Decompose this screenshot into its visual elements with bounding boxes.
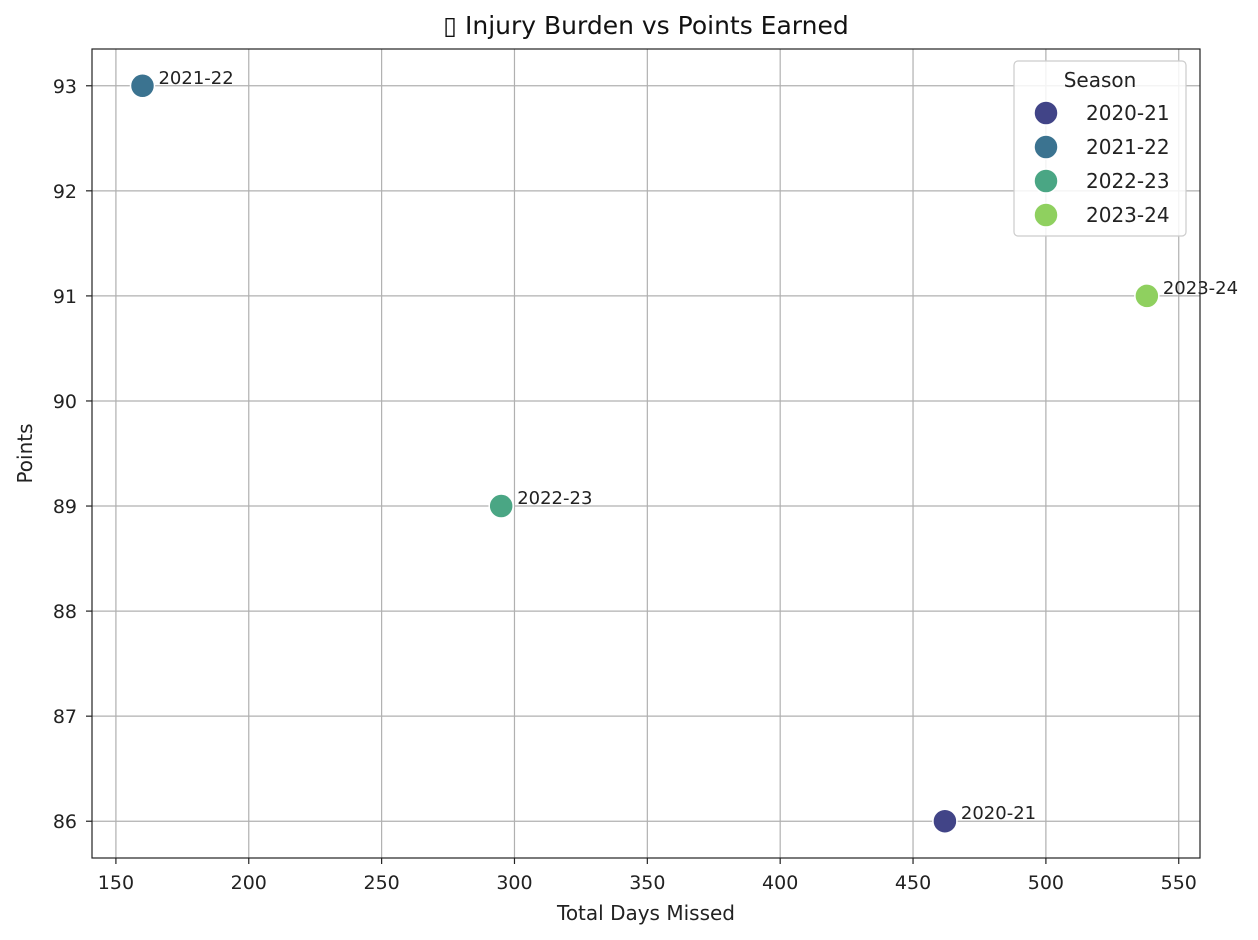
data-point-label: 2023-24 (1163, 278, 1238, 299)
y-tick-label: 87 (53, 706, 77, 728)
legend-entry-label: 2023-24 (1086, 203, 1170, 227)
data-point (488, 493, 514, 519)
legend-items: 2020-21 2021-22 2022-23 2023-24 (1033, 100, 1170, 228)
data-point-label: 2020-21 (961, 803, 1036, 824)
data-points: 2020-21 2021-22 2022-23 2023-24 (129, 68, 1238, 834)
y-tick-label: 92 (53, 181, 77, 203)
legend-marker (1033, 168, 1059, 194)
legend-marker (1033, 202, 1059, 228)
legend-marker (1033, 100, 1059, 126)
x-tick-label: 400 (762, 872, 798, 894)
legend-entry-label: 2020-21 (1086, 101, 1170, 125)
data-point (129, 73, 156, 99)
x-tick-label: 300 (496, 872, 532, 894)
plot-frame (91, 48, 1201, 859)
legend-box (1013, 60, 1187, 237)
y-tick-label: 93 (53, 76, 77, 98)
y-tick-label: 86 (53, 811, 77, 833)
x-tick-label: 350 (629, 872, 665, 894)
x-tick-label: 450 (895, 872, 931, 894)
x-tick-label: 200 (231, 872, 267, 894)
data-point-label: 2021-22 (158, 68, 233, 89)
data-point (932, 808, 958, 834)
legend-marker (1033, 134, 1059, 160)
legend-entry-label: 2022-23 (1086, 169, 1170, 193)
y-axis-ticks: 86 87 88 89 90 91 92 93 (53, 76, 92, 833)
y-tick-label: 88 (53, 601, 77, 623)
x-tick-label: 500 (1028, 872, 1064, 894)
data-point-label: 2022-23 (517, 488, 592, 509)
chart-title: ▯ Injury Burden vs Points Earned (443, 11, 848, 40)
x-tick-label: 150 (98, 872, 134, 894)
x-tick-label: 550 (1161, 872, 1197, 894)
x-tick-label: 250 (363, 872, 399, 894)
grid (92, 49, 1200, 858)
data-point (1134, 283, 1160, 309)
x-axis-ticks: 150 200 250 300 350 400 450 500 550 (98, 858, 1197, 894)
y-tick-label: 89 (53, 496, 77, 518)
legend-entry-label: 2021-22 (1086, 135, 1170, 159)
x-axis-label: Total Days Missed (556, 901, 735, 925)
legend-title: Season (1064, 68, 1137, 92)
y-tick-label: 91 (53, 286, 77, 308)
legend: Season 2020-21 2021-22 2022-23 2023-24 (1013, 60, 1187, 237)
y-tick-label: 90 (53, 391, 77, 413)
y-axis-label: Points (13, 423, 37, 483)
